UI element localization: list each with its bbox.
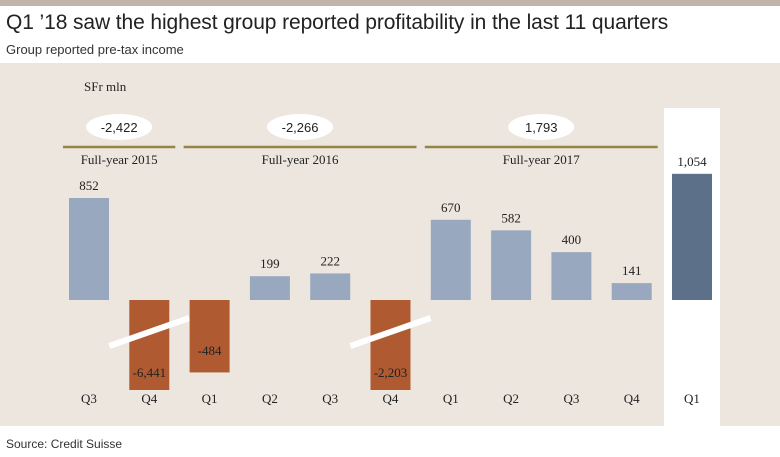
value-label-9: 141 bbox=[622, 263, 642, 278]
group-total-bubble-2 bbox=[508, 114, 575, 140]
value-label-5: -2,203 bbox=[374, 365, 408, 380]
bar-1 bbox=[129, 300, 170, 390]
chart-title: Q1 ’18 saw the highest group reported pr… bbox=[6, 11, 669, 34]
category-label-5: Q4 bbox=[383, 391, 399, 406]
group-total-2: 1,793 bbox=[525, 120, 558, 135]
category-label-3: Q2 bbox=[262, 391, 278, 406]
bar-break-1 bbox=[108, 315, 191, 349]
value-label-10: 1,054 bbox=[677, 154, 707, 169]
bar-9 bbox=[611, 283, 652, 300]
value-label-1: -6,441 bbox=[133, 365, 167, 380]
value-label-7: 582 bbox=[501, 210, 521, 225]
group-label-0: Full-year 2015 bbox=[81, 152, 158, 167]
bar-6 bbox=[430, 219, 471, 300]
group-label-2: Full-year 2017 bbox=[503, 152, 580, 167]
value-label-0: 852 bbox=[79, 178, 99, 193]
category-label-6: Q1 bbox=[443, 391, 459, 406]
value-label-6: 670 bbox=[441, 200, 461, 215]
bar-10 bbox=[672, 173, 712, 300]
value-label-2: -484 bbox=[198, 343, 222, 358]
bar-4 bbox=[310, 273, 351, 300]
bar-7 bbox=[491, 230, 532, 300]
unit-label: SFr mln bbox=[84, 79, 127, 94]
bar-break-5 bbox=[349, 315, 432, 349]
group-total-1: -2,266 bbox=[282, 120, 319, 135]
group-label-1: Full-year 2016 bbox=[262, 152, 339, 167]
value-label-3: 199 bbox=[260, 256, 280, 271]
group-total-0: -2,422 bbox=[101, 120, 138, 135]
group-total-bubble-1 bbox=[267, 114, 334, 140]
bar-3 bbox=[249, 276, 290, 300]
bar-chart: SFr mln Full-year 2015 -2,422 Full-year 201… bbox=[63, 79, 720, 426]
group-total-bubble-0 bbox=[86, 114, 153, 140]
value-label-4: 222 bbox=[320, 253, 340, 268]
bar-0 bbox=[69, 198, 109, 300]
source-note: Source: Credit Suisse bbox=[6, 437, 123, 451]
category-label-10: Q1 bbox=[684, 391, 700, 406]
plot-area: SFr mln Full-year 2015 -2,422 Full-year 201… bbox=[0, 63, 780, 426]
category-label-0: Q3 bbox=[81, 391, 97, 406]
value-label-8: 400 bbox=[562, 232, 582, 247]
bar-8 bbox=[551, 252, 592, 300]
category-label-7: Q2 bbox=[503, 391, 519, 406]
category-label-1: Q4 bbox=[141, 391, 157, 406]
bar-5 bbox=[370, 300, 411, 390]
bar-2 bbox=[189, 300, 230, 373]
top-accent-bar bbox=[0, 0, 780, 6]
category-label-4: Q3 bbox=[322, 391, 338, 406]
category-label-2: Q1 bbox=[202, 391, 218, 406]
chart-subtitle: Group reported pre-tax income bbox=[6, 42, 184, 57]
category-label-9: Q4 bbox=[624, 391, 640, 406]
category-label-8: Q3 bbox=[563, 391, 579, 406]
